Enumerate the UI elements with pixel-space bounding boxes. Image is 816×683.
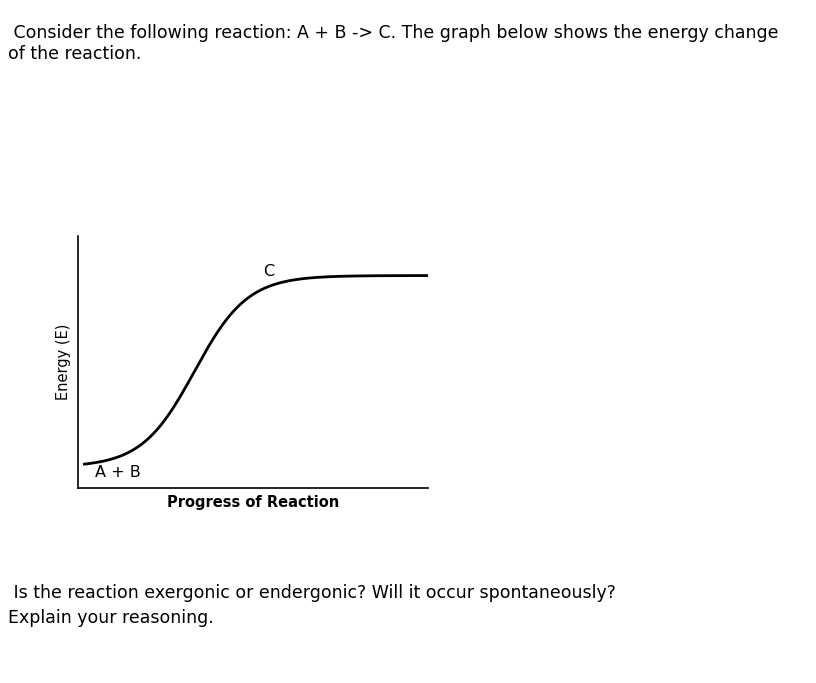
Text: Explain your reasoning.: Explain your reasoning. [8, 609, 214, 627]
X-axis label: Progress of Reaction: Progress of Reaction [166, 495, 339, 510]
Text: Is the reaction exergonic or endergonic? Will it occur spontaneously?: Is the reaction exergonic or endergonic?… [8, 584, 616, 602]
Text: A + B: A + B [95, 465, 140, 480]
Text: Consider the following reaction: A + B -> C. The graph below shows the energy ch: Consider the following reaction: A + B -… [8, 24, 778, 63]
Y-axis label: Energy (E): Energy (E) [55, 324, 70, 400]
Text: C: C [264, 264, 274, 279]
